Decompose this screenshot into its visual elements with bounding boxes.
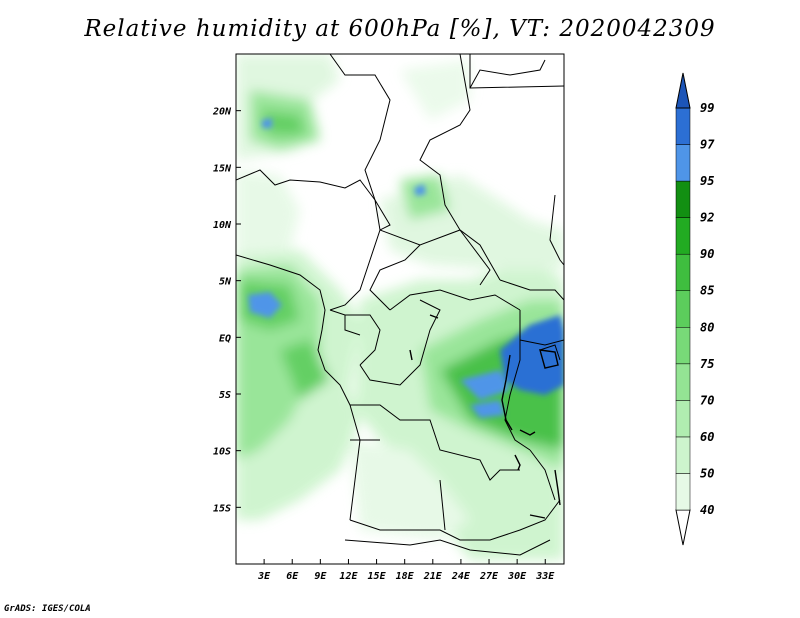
colorbar-arrow-top (675, 72, 691, 109)
colorbar-segment (675, 327, 691, 365)
lat-tick-label: EQ (219, 333, 231, 344)
colorbar-label: 70 (700, 393, 714, 407)
rh-region-97 (460, 370, 510, 400)
colorbar-label: 50 (700, 466, 714, 480)
latitude-axis: 20N 15N 10N 5N EQ 5S 10S 15S (212, 107, 241, 514)
colorbar-label: 95 (700, 174, 714, 188)
grads-credit: GrADS: IGES/COLA (4, 604, 91, 614)
map-title: Relative humidity at 600hPa [%], VT: 202… (84, 16, 716, 42)
lon-tick-label: 6E (286, 571, 299, 582)
lon-tick-label: 33E (535, 571, 555, 582)
colorbar-segment (675, 473, 691, 511)
lat-tick-label: 20N (212, 107, 232, 118)
rh-region-50 (350, 440, 470, 540)
colorbar-segment (675, 107, 691, 145)
colorbar-label: 85 (700, 284, 714, 298)
lon-tick-label: 12E (339, 571, 358, 582)
colorbar-label: 75 (700, 357, 714, 371)
rh-region-50 (400, 60, 470, 120)
colorbar-label: 80 (700, 320, 714, 334)
lon-tick-label: 9E (314, 571, 327, 582)
map-frame (235, 53, 565, 565)
lon-tick-label: 3E (257, 571, 271, 582)
colorbar-segment (675, 436, 691, 474)
colorbar-arrow-bottom (675, 509, 691, 546)
rh-region-85 (260, 110, 305, 135)
colorbar-segment (675, 253, 691, 291)
colorbar-segment (675, 400, 691, 438)
rh-region-85 (280, 340, 330, 400)
country-borders (236, 54, 564, 556)
rh-region-97 (248, 292, 282, 318)
lon-tick-label: 21E (423, 571, 443, 582)
lon-tick-label: 15E (368, 571, 387, 582)
longitude-axis: 3E 6E 9E 12E 15E 18E 21E 24E 27E 30E 33E (257, 559, 555, 582)
colorbar-label: 60 (700, 430, 714, 444)
rh-region-97 (414, 184, 426, 196)
lat-tick-label: 5N (219, 277, 232, 288)
rh-region-50 (236, 170, 300, 255)
colorbar: 40 50 60 70 75 80 85 90 92 95 97 99 (675, 72, 715, 546)
colorbar-segment (675, 144, 691, 182)
lat-tick-label: 10S (213, 447, 231, 458)
lat-tick-label: 5S (219, 390, 231, 401)
lakes (409, 314, 561, 519)
colorbar-segment (675, 217, 691, 255)
colorbar-segment (675, 290, 691, 328)
colorbar-segment (675, 180, 691, 218)
humidity-field (236, 54, 564, 560)
lon-tick-label: 27E (479, 571, 499, 582)
colorbar-label: 92 (700, 211, 714, 225)
colorbar-label: 40 (700, 503, 714, 517)
lon-tick-label: 18E (396, 571, 415, 582)
lat-tick-label: 15N (213, 163, 232, 174)
lat-tick-label: 15S (213, 503, 231, 514)
colorbar-label: 90 (700, 247, 714, 261)
colorbar-label: 97 (700, 138, 715, 152)
lon-tick-label: 30E (507, 571, 527, 582)
rh-region-97 (262, 118, 272, 128)
colorbar-segment (675, 363, 691, 401)
rh-region-70 (400, 175, 450, 220)
colorbar-label: 99 (700, 101, 714, 115)
lat-tick-label: 10N (213, 220, 232, 231)
rh-region-97 (470, 400, 505, 418)
lon-tick-label: 24E (451, 571, 471, 582)
